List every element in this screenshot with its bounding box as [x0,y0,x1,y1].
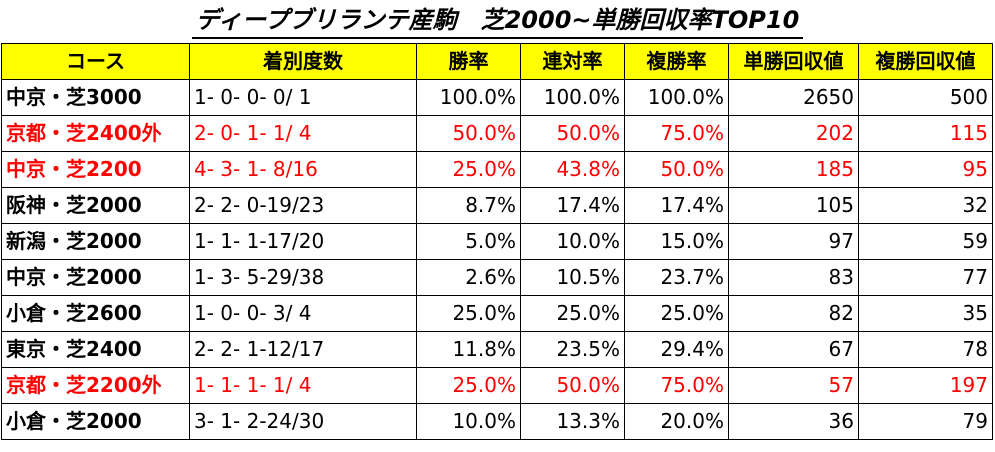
place-rate-cell: 75.0% [624,367,729,404]
place-return-cell: 79 [858,403,993,440]
place-rate-cell: 29.4% [624,331,729,368]
place-rate-cell: 50.0% [624,151,729,188]
win-rate-cell: 25.0% [416,295,521,332]
win-return-cell: 83 [728,259,859,296]
place-return-cell: 197 [858,367,993,404]
quinella-rate-cell: 13.3% [520,403,625,440]
place-return-cell: 32 [858,187,993,224]
record-cell: 1- 1- 1-17/20 [189,223,417,260]
win-rate-cell: 100.0% [416,79,521,116]
table-row: 中京・芝3000 1- 0- 0- 0/ 1 100.0% 100.0% 100… [1,79,993,116]
quinella-rate-cell: 17.4% [520,187,625,224]
stats-table: コース 着別度数 勝率 連対率 複勝率 単勝回収値 複勝回収値 中京・芝3000… [1,43,993,440]
place-rate-cell: 17.4% [624,187,729,224]
course-cell: 中京・芝2000 [1,259,190,296]
win-rate-cell: 2.6% [416,259,521,296]
win-rate-cell: 8.7% [416,187,521,224]
place-return-cell: 500 [858,79,993,116]
win-return-cell: 105 [728,187,859,224]
course-cell: 京都・芝2400外 [1,115,190,152]
quinella-rate-cell: 100.0% [520,79,625,116]
table-row: 東京・芝2400 2- 2- 1-12/17 11.8% 23.5% 29.4%… [1,331,993,368]
place-return-cell: 77 [858,259,993,296]
table-row: 中京・芝2200 4- 3- 1- 8/16 25.0% 43.8% 50.0%… [1,151,993,188]
quinella-rate-cell: 50.0% [520,115,625,152]
win-return-cell: 82 [728,295,859,332]
course-cell: 新潟・芝2000 [1,223,190,260]
win-rate-cell: 50.0% [416,115,521,152]
course-cell: 中京・芝3000 [1,79,190,116]
quinella-rate-cell: 50.0% [520,367,625,404]
place-return-cell: 78 [858,331,993,368]
quinella-rate-cell: 25.0% [520,295,625,332]
win-return-cell: 2650 [728,79,859,116]
table-row: 阪神・芝2000 2- 2- 0-19/23 8.7% 17.4% 17.4% … [1,187,993,224]
quinella-rate-cell: 10.5% [520,259,625,296]
record-cell: 2- 2- 0-19/23 [189,187,417,224]
win-return-cell: 36 [728,403,859,440]
header-place-return: 複勝回収値 [858,43,993,80]
win-return-cell: 202 [728,115,859,152]
win-rate-cell: 10.0% [416,403,521,440]
place-return-cell: 35 [858,295,993,332]
place-rate-cell: 75.0% [624,115,729,152]
place-rate-cell: 100.0% [624,79,729,116]
win-return-cell: 185 [728,151,859,188]
record-cell: 4- 3- 1- 8/16 [189,151,417,188]
record-cell: 2- 2- 1-12/17 [189,331,417,368]
win-rate-cell: 25.0% [416,367,521,404]
header-record: 着別度数 [189,43,417,80]
header-place-rate: 複勝率 [624,43,729,80]
win-return-cell: 67 [728,331,859,368]
win-rate-cell: 5.0% [416,223,521,260]
course-cell: 小倉・芝2600 [1,295,190,332]
header-win-rate: 勝率 [416,43,521,80]
quinella-rate-cell: 43.8% [520,151,625,188]
table-row: 中京・芝2000 1- 3- 5-29/38 2.6% 10.5% 23.7% … [1,259,993,296]
record-cell: 3- 1- 2-24/30 [189,403,417,440]
title-area: ディープブリランテ産駒 芝2000~単勝回収率TOP10 [0,0,995,44]
table-row: 新潟・芝2000 1- 1- 1-17/20 5.0% 10.0% 15.0% … [1,223,993,260]
win-rate-cell: 11.8% [416,331,521,368]
place-return-cell: 59 [858,223,993,260]
place-return-cell: 115 [858,115,993,152]
course-cell: 東京・芝2400 [1,331,190,368]
place-rate-cell: 20.0% [624,403,729,440]
place-rate-cell: 25.0% [624,295,729,332]
header-row: コース 着別度数 勝率 連対率 複勝率 単勝回収値 複勝回収値 [1,43,993,80]
course-cell: 中京・芝2200 [1,151,190,188]
table-row: 京都・芝2400外 2- 0- 1- 1/ 4 50.0% 50.0% 75.0… [1,115,993,152]
quinella-rate-cell: 23.5% [520,331,625,368]
course-cell: 小倉・芝2000 [1,403,190,440]
win-return-cell: 97 [728,223,859,260]
record-cell: 2- 0- 1- 1/ 4 [189,115,417,152]
header-win-return: 単勝回収値 [728,43,859,80]
record-cell: 1- 3- 5-29/38 [189,259,417,296]
place-return-cell: 95 [858,151,993,188]
place-rate-cell: 15.0% [624,223,729,260]
page-title: ディープブリランテ産駒 芝2000~単勝回収率TOP10 [191,4,804,39]
quinella-rate-cell: 10.0% [520,223,625,260]
win-rate-cell: 25.0% [416,151,521,188]
place-rate-cell: 23.7% [624,259,729,296]
record-cell: 1- 1- 1- 1/ 4 [189,367,417,404]
header-quinella-rate: 連対率 [520,43,625,80]
table-row: 小倉・芝2000 3- 1- 2-24/30 10.0% 13.3% 20.0%… [1,403,993,440]
table-row: 小倉・芝2600 1- 0- 0- 3/ 4 25.0% 25.0% 25.0%… [1,295,993,332]
course-cell: 阪神・芝2000 [1,187,190,224]
header-course: コース [1,43,190,80]
table-row: 京都・芝2200外 1- 1- 1- 1/ 4 25.0% 50.0% 75.0… [1,367,993,404]
record-cell: 1- 0- 0- 3/ 4 [189,295,417,332]
record-cell: 1- 0- 0- 0/ 1 [189,79,417,116]
course-cell: 京都・芝2200外 [1,367,190,404]
win-return-cell: 57 [728,367,859,404]
